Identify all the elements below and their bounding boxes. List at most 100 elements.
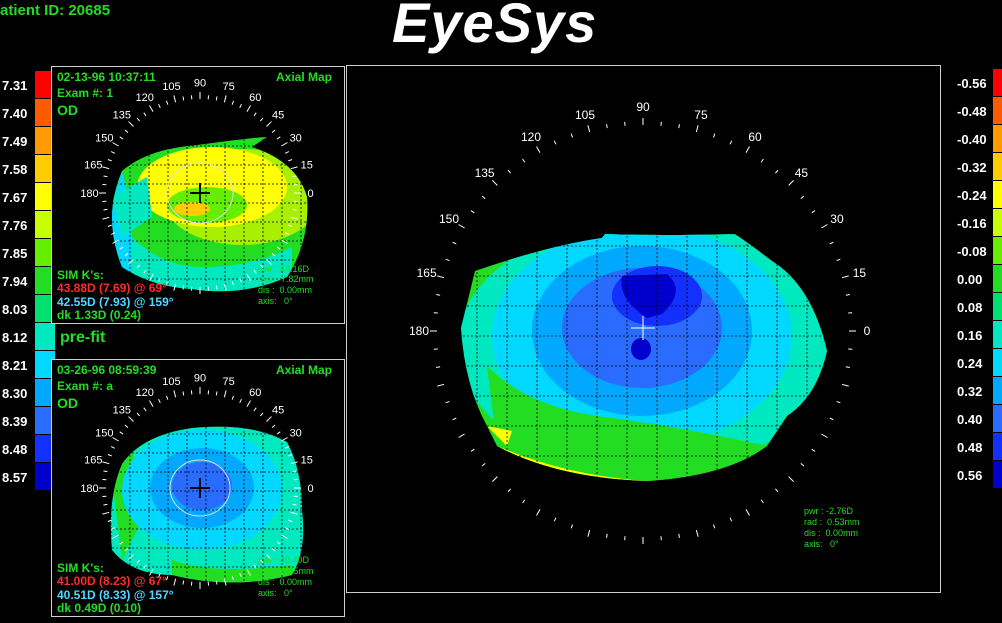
scale-swatch [993, 69, 1002, 97]
scale-label: 0.32 [957, 384, 983, 399]
scale-label: -0.48 [957, 104, 987, 119]
scale-swatch [993, 349, 1002, 377]
axis-degree-label: 180 [409, 324, 429, 338]
scale-swatch [993, 97, 1002, 125]
axis-degree-label: 150 [95, 428, 113, 440]
scale-label: 0.24 [957, 356, 983, 371]
exam1-panel[interactable]: 0 15 30 45 60 75 90 105 120 135 150 165 180 02-13-96… [51, 66, 345, 324]
exam2-map-type: Axial Map [276, 363, 333, 377]
exam2-dis: dis : 0.00mm [258, 577, 313, 587]
scale-swatch [35, 463, 55, 491]
scale-swatch [35, 267, 55, 295]
scale-swatch [993, 293, 1002, 321]
exam1-k1: 43.88D (7.69) @ 69° [57, 281, 167, 295]
exam1-map-type: Axial Map [276, 70, 333, 84]
scale-label: 8.30 [2, 386, 28, 401]
axis-degree-label: 45 [272, 405, 284, 417]
axis-degree-label: 90 [194, 77, 206, 89]
axis-degree-label: 105 [162, 376, 180, 388]
scale-label: 7.40 [2, 106, 28, 121]
scale-swatch [993, 181, 1002, 209]
scale-swatch [35, 435, 55, 463]
scale-swatch [35, 99, 55, 127]
scale-label: 7.85 [2, 246, 28, 261]
axis-degree-label: 75 [222, 81, 234, 93]
axis-degree-label: 75 [222, 376, 234, 388]
exam2-panel[interactable]: 0 15 30 45 60 75 90 105 120 135 150 165 180 03-26-96… [51, 359, 345, 617]
difference-topography-map[interactable]: 0 15 30 45 60 75 90 105 120 135 150 165 180 [347, 66, 940, 592]
exam1-dis: dis : 0.00mm [258, 285, 313, 295]
exam2-rad: rad : 8.35mm [258, 566, 314, 576]
axis-degree-label: 120 [136, 387, 154, 399]
axis-degree-label: 165 [84, 454, 102, 466]
exam2-pwr: pwr : 40.40D [258, 555, 310, 565]
axis-degree-label: 75 [694, 108, 708, 122]
scale-label: -0.24 [957, 188, 987, 203]
exam2-eye: OD [57, 395, 78, 411]
axis-degree-label: 30 [290, 133, 302, 145]
axis-degree-label: 165 [417, 266, 437, 280]
axis-degree-label: 0 [307, 188, 313, 200]
axis-degree-label: 15 [301, 454, 313, 466]
scale-label: 0.40 [957, 412, 983, 427]
scale-swatch [35, 211, 55, 239]
scale-label: 8.03 [2, 302, 28, 317]
difference-map-panel[interactable]: 0 15 30 45 60 75 90 105 120 135 150 165 180 pwr : -2… [346, 65, 941, 593]
scale-swatch [993, 237, 1002, 265]
scale-swatch [993, 153, 1002, 181]
diff-rad: rad : 0.53mm [804, 517, 860, 527]
axis-degree-label: 45 [272, 110, 284, 122]
axis-degree-label: 0 [864, 324, 871, 338]
exam1-number: Exam #: 1 [57, 86, 114, 100]
diff-dis: dis : 0.00mm [804, 528, 859, 538]
scale-swatch [35, 183, 55, 211]
scale-swatch [993, 321, 1002, 349]
scale-swatch [35, 127, 55, 155]
exam1-rad: rad : 7.82mm [258, 274, 314, 284]
exam2-axis: axis: 0° [258, 588, 293, 598]
axis-degree-label: 60 [748, 130, 762, 144]
scale-label: 0.48 [957, 440, 983, 455]
scale-swatch [35, 71, 55, 99]
scale-swatch [35, 323, 55, 351]
exam1-datetime: 02-13-96 10:37:11 [57, 70, 156, 84]
scale-swatch [35, 379, 55, 407]
axis-degree-label: 90 [194, 372, 206, 384]
axis-degree-label: 30 [830, 212, 844, 226]
axis-degree-label: 120 [136, 92, 154, 104]
exam1-pwr: pwr : 43.16D [258, 264, 310, 274]
scale-label: 7.76 [2, 218, 28, 233]
scale-label: 7.67 [2, 190, 28, 205]
app-title: EyeSys [392, 0, 598, 54]
exam2-k1: 41.00D (8.23) @ 67° [57, 574, 167, 588]
scale-swatch [35, 155, 55, 183]
scale-swatch [35, 295, 55, 323]
scale-label: 0.00 [957, 272, 983, 287]
axis-degree-label: 60 [249, 92, 261, 104]
left-color-scale [35, 71, 55, 491]
exam2-dk: dk 0.49D (0.10) [57, 601, 142, 615]
diff-axis: axis: 0° [804, 539, 839, 549]
scale-label: -0.56 [957, 76, 987, 91]
axis-degree-label: 30 [290, 428, 302, 440]
scale-label: 8.21 [2, 358, 28, 373]
diff-pwr: pwr : -2.76D [804, 506, 854, 516]
exam1-eye: OD [57, 102, 78, 118]
axis-degree-label: 45 [795, 166, 809, 180]
scale-swatch [993, 433, 1002, 461]
scale-label: -0.32 [957, 160, 987, 175]
exam2-datetime: 03-26-96 08:59:39 [57, 363, 157, 377]
scale-label: 7.31 [2, 78, 28, 93]
exam2-simk-title: SIM K's: [57, 561, 104, 575]
scale-swatch [993, 265, 1002, 293]
axis-degree-label: 150 [439, 212, 459, 226]
right-color-scale [993, 69, 1002, 489]
axis-degree-label: 135 [113, 405, 131, 417]
axis-degree-label: 90 [636, 100, 650, 114]
prefit-label: pre-fit [60, 329, 106, 346]
scale-label: 8.12 [2, 330, 28, 345]
